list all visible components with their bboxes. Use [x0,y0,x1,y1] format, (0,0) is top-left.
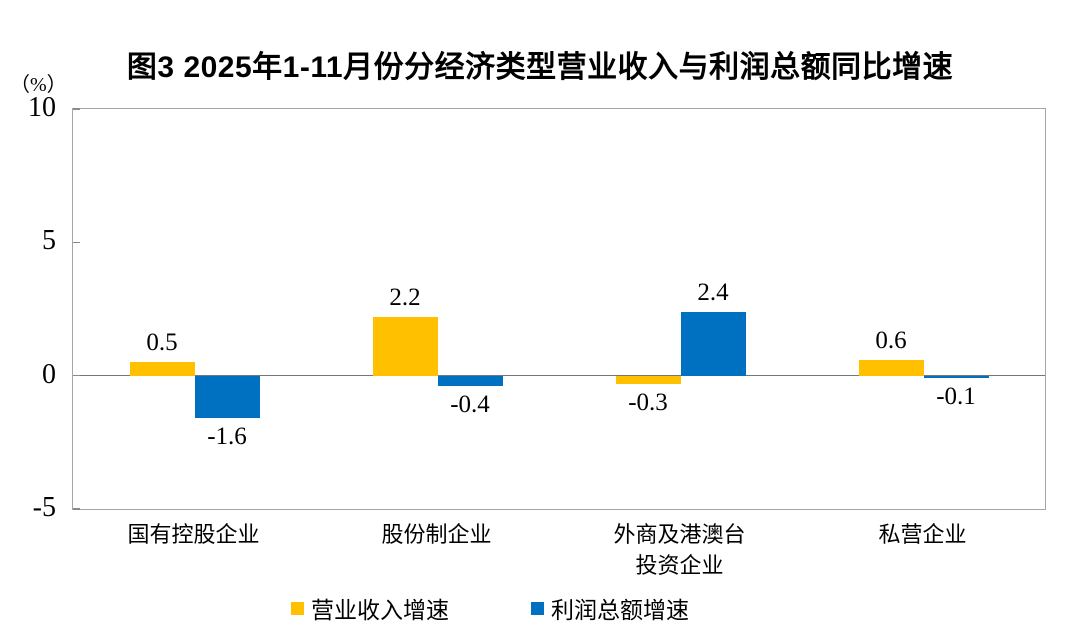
bar-label-revenue: 2.2 [389,284,421,311]
bar-label-profit: 2.4 [697,278,729,306]
bar-profit [194,375,260,419]
legend-item-profit: 利润总额增速 [531,591,689,625]
bar-profit [437,375,503,387]
y-axis-unit-label: （%） [10,74,67,96]
legend-swatch-profit [531,601,544,615]
y-axis-tick [73,108,80,110]
legend-label-revenue: 营业收入增速 [311,598,449,623]
y-axis-tick-label: 10 [28,92,56,123]
bar-label-revenue: 0.6 [875,326,907,354]
legend-item-revenue: 营业收入增速 [291,591,449,625]
legend: 营业收入增速 利润总额增速 [0,591,1080,625]
x-axis-label: 股份制企业 [381,522,492,547]
x-axis-label: 私营企业 [878,522,967,547]
bar-label-revenue: -0.3 [628,388,668,416]
zero-line [73,374,1045,377]
plot-area: 0.5 2.2 -0.3 0.6 -1.6 -0.4 2.4 -0.1 [72,108,1046,510]
bar-revenue [615,375,681,384]
y-axis-tick [73,508,80,510]
bar-label-profit: -1.6 [207,423,247,451]
y-axis-tick [73,241,80,244]
y-axis-tick [73,374,80,377]
legend-swatch-revenue [291,601,304,615]
bar-label-profit: -0.4 [450,391,490,419]
y-axis-tick-label: 0 [42,358,56,390]
bar-profit [680,311,746,376]
y-axis-tick-label: 5 [42,225,56,257]
bar-label-profit: -0.1 [936,383,976,411]
x-axis-label: 外商及港澳台 投资企业 [613,522,746,578]
chart-title: 图3 2025年1-11月份分经济类型营业收入与利润总额同比增速 [126,51,954,84]
bar-revenue [858,359,924,376]
legend-label-profit: 利润总额增速 [551,598,689,623]
bar-revenue [129,362,195,376]
bar-revenue [372,317,438,376]
bar-profit [923,375,989,379]
y-axis-tick-label: -5 [32,492,56,523]
bar-label-revenue: 0.5 [146,329,178,357]
x-axis-label: 国有控股企业 [127,522,260,547]
